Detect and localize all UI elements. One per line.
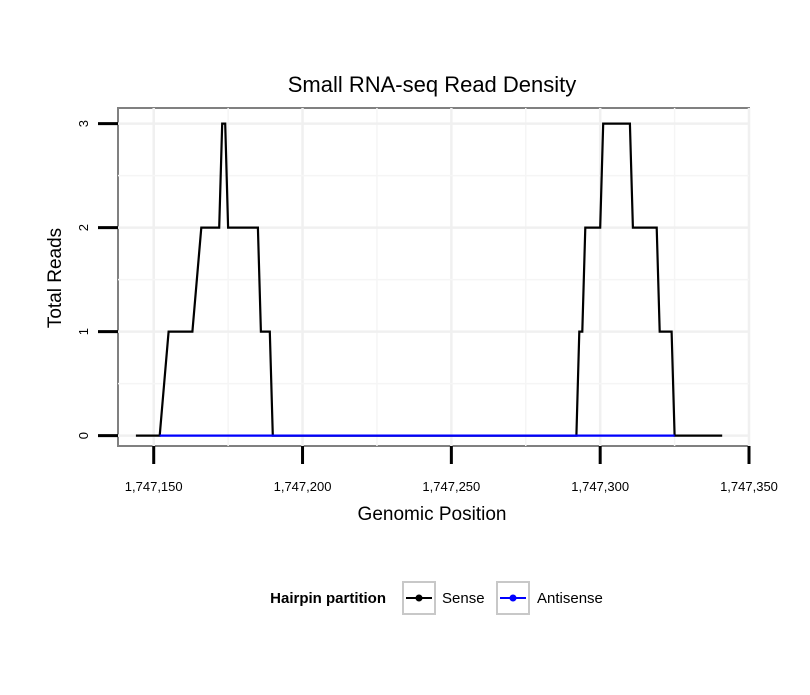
y-tick-label: 2	[76, 224, 91, 231]
legend-label-antisense: Antisense	[537, 590, 603, 607]
legend: Hairpin partition Sense Antisense	[270, 581, 603, 615]
legend-item-antisense: Antisense	[496, 581, 603, 615]
x-tick-label: 1,747,150	[125, 479, 183, 494]
plot-background	[117, 107, 750, 447]
y-axis-label: Total Reads	[45, 228, 66, 328]
legend-label-sense: Sense	[442, 590, 485, 607]
x-tick-label: 1,747,350	[720, 479, 778, 494]
y-tick-label: 3	[76, 120, 91, 127]
legend-item-sense: Sense	[402, 581, 485, 615]
x-tick-label: 1,747,250	[422, 479, 480, 494]
y-tick-label: 0	[76, 432, 91, 439]
axes: 1,747,150 1,747,200 1,747,250 1,747,300 1,74…	[76, 120, 778, 494]
y-tick-label: 1	[76, 328, 91, 335]
legend-title: Hairpin partition	[270, 590, 386, 607]
x-tick-label: 1,747,300	[571, 479, 629, 494]
series-lines	[135, 122, 723, 437]
legend-dot-sense	[415, 594, 423, 602]
chart-title: Small RNA-seq Read Density	[288, 72, 577, 97]
x-tick-label: 1,747,200	[274, 479, 332, 494]
legend-dot-antisense	[509, 594, 517, 602]
x-axis-label: Genomic Position	[358, 504, 507, 525]
